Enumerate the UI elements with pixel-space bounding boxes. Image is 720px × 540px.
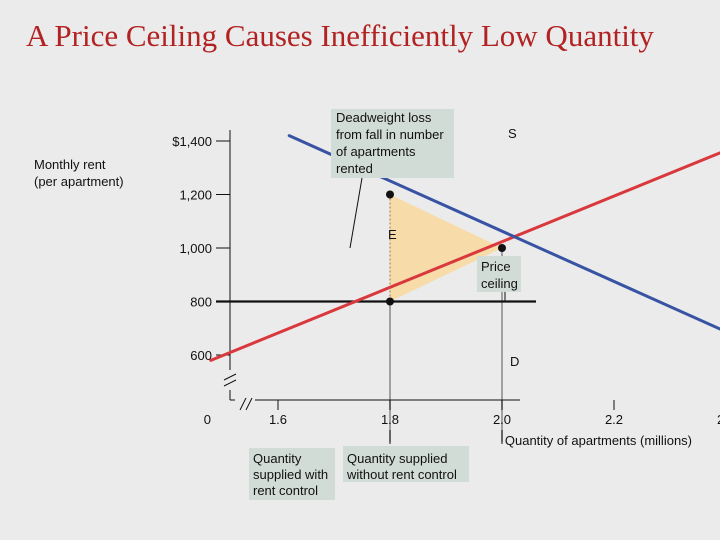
price-ceiling-label-box [477,256,521,292]
x-axis-label: Quantity of apartments (millions) [505,433,692,448]
point-3 [498,244,506,252]
annotation-without-rent-control: Quantity supplied without rent control [346,451,457,482]
supply-label: S [508,126,517,141]
annotation-box-2 [343,446,469,482]
x-tick-label: 1.6 [269,412,287,427]
annotation-with-rent-control: Quantity supplied with rent control [253,451,328,498]
page-title: A Price Ceiling Causes Inefficiently Low… [26,18,654,53]
y-axis-label: Monthly rent (per apartment) [34,157,124,189]
annotation-box-1 [249,448,335,500]
price-ceiling-label: Price ceiling [481,259,518,291]
x-tick-label: 2.2 [605,412,623,427]
point-1 [386,190,394,199]
x-axis-break-1 [239,397,247,411]
demand-label: D [510,354,519,369]
supply-curve [209,151,720,362]
y-tick-label: 600 [190,348,212,363]
y-tick-label: $1,400 [172,134,212,149]
deadweight-loss-label-box [331,109,454,178]
deadweight-loss-pointer [349,177,363,249]
y-axis-break-1 [223,373,237,381]
point-2 [386,297,394,306]
y-tick-label: 1,200 [179,188,212,203]
y-axis-break-2 [223,379,237,387]
deadweight-loss-label: Deadweight loss from fall in number of apa… [336,110,444,176]
origin-label: 0 [204,412,211,427]
x-tick-label: 1.8 [381,412,399,427]
x-tick-label: 2.0 [493,412,511,427]
x-axis-break-2 [245,397,253,411]
x-tick-label: 2.4 [717,412,720,427]
y-tick-label: 800 [190,295,212,310]
y-tick-label: 1,000 [179,241,212,256]
equilibrium-label: E [388,227,397,242]
